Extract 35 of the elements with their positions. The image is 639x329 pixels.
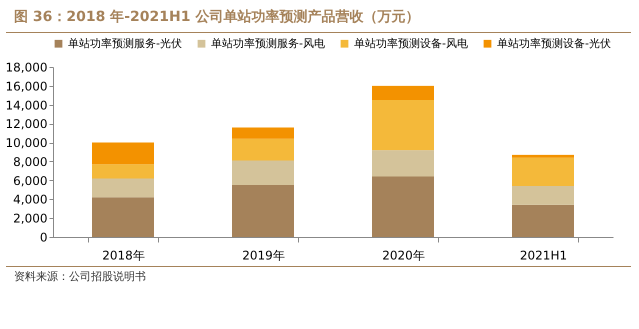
legend-label: 单站功率预测服务-风电 <box>211 36 325 50</box>
bar <box>512 186 574 205</box>
bar <box>92 197 154 237</box>
bar <box>372 100 434 150</box>
chart-title: 图 36：2018 年-2021H1 公司单站功率预测产品营收（万元） <box>6 0 631 33</box>
y-tick-label: 6,000 <box>13 174 48 188</box>
bar <box>372 150 434 177</box>
bar <box>232 127 294 139</box>
x-tick-label: 2020年 <box>382 248 425 262</box>
text: 资料来源：公司招股说明书 <box>6 266 631 286</box>
y-tick-label: 10,000 <box>6 136 48 150</box>
y-tick-label: 0 <box>40 230 48 244</box>
x-tick-label: 2021H1 <box>520 248 568 262</box>
bar <box>372 86 434 100</box>
bar <box>512 204 574 237</box>
bar <box>92 142 154 164</box>
bar <box>232 138 294 160</box>
y-tick-label: 12,000 <box>6 117 48 132</box>
legend-label: 单站功率预测服务-光伏 <box>68 36 182 50</box>
y-tick-label: 14,000 <box>6 98 48 112</box>
x-tick-label: 2018年 <box>102 248 145 262</box>
y-tick-label: 2,000 <box>13 212 48 226</box>
y-tick-label: 4,000 <box>13 192 48 207</box>
bar <box>92 178 154 198</box>
bar <box>512 158 574 186</box>
legend-label: 单站功率预测设备-光伏 <box>497 36 611 50</box>
bar <box>232 185 294 237</box>
y-tick-label: 16,000 <box>6 79 48 94</box>
y-tick-label: 18,000 <box>6 60 48 74</box>
legend-label: 单站功率预测设备-风电 <box>354 36 468 50</box>
bar <box>372 176 434 237</box>
bar <box>232 160 294 186</box>
y-tick-label: 8,000 <box>13 154 48 169</box>
x-tick-label: 2019年 <box>242 248 285 262</box>
bar <box>92 164 154 178</box>
